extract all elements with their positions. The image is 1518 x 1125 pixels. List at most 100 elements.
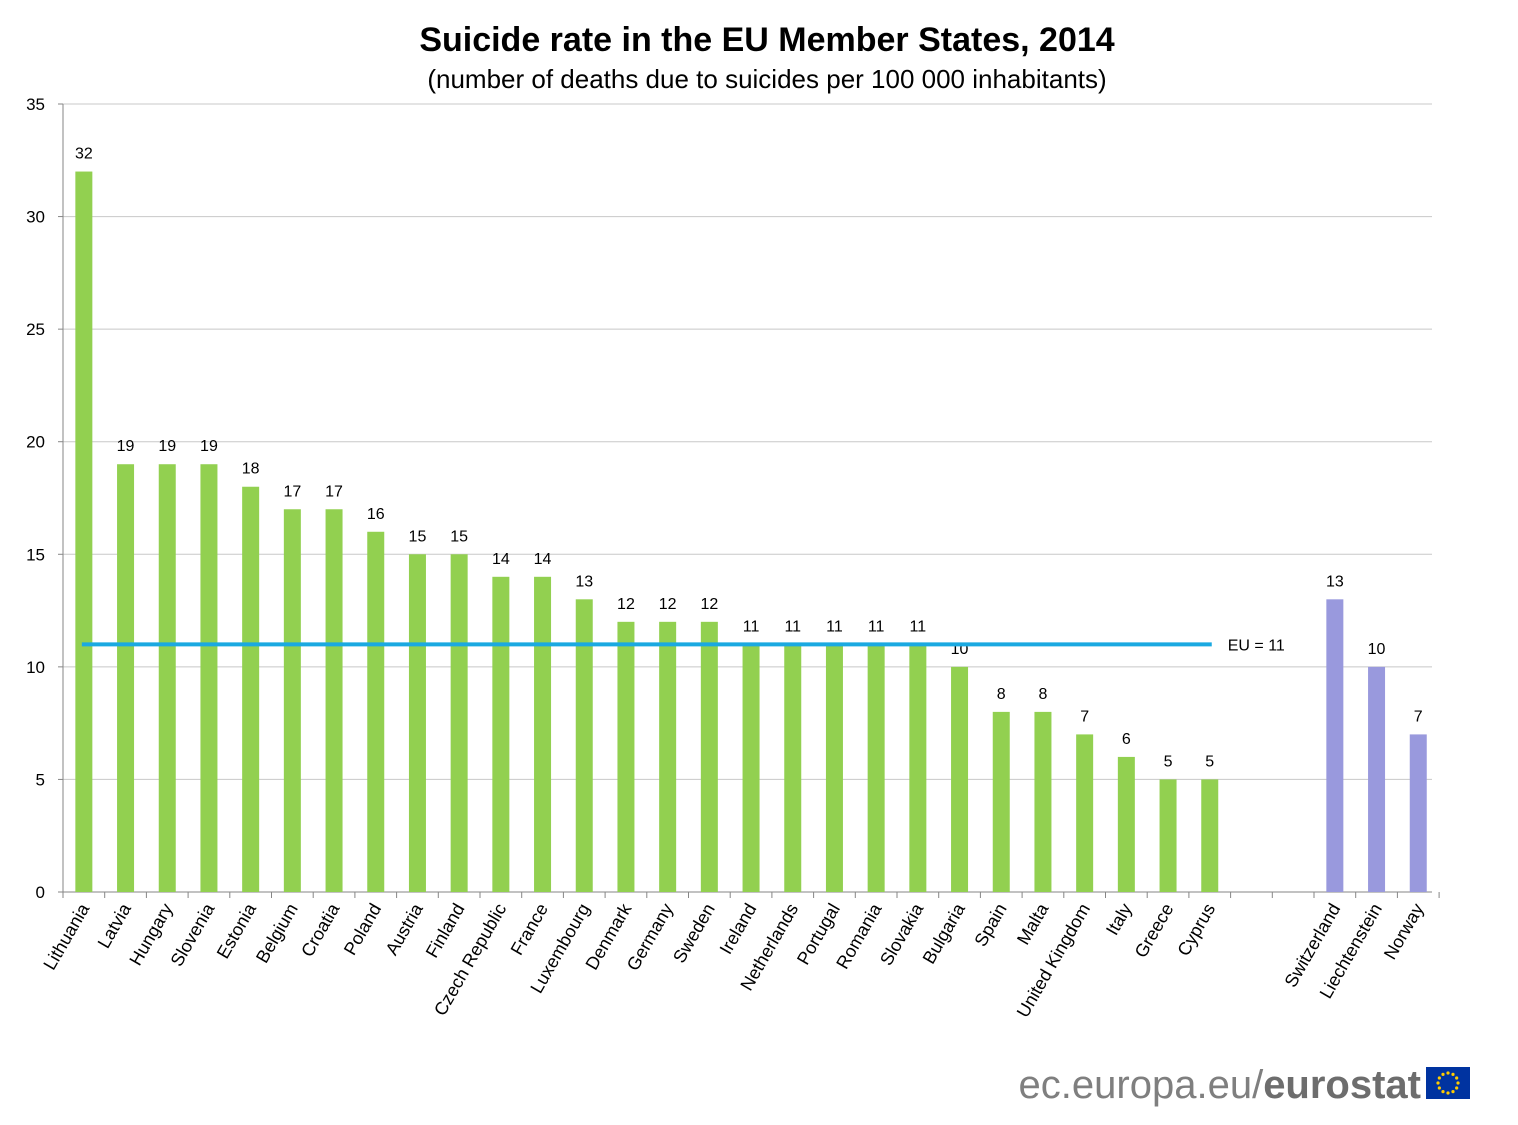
y-tick-label: 5 — [36, 770, 45, 789]
data-label: 8 — [997, 686, 1006, 703]
y-tick-label: 20 — [26, 433, 45, 452]
flag-star — [1455, 1076, 1459, 1080]
flag-star — [1446, 1071, 1450, 1075]
bar — [367, 531, 385, 892]
bar — [700, 621, 718, 892]
data-label: 5 — [1205, 753, 1214, 770]
bar — [158, 464, 176, 892]
eu-flag-icon — [1426, 1067, 1470, 1099]
x-tick-label: France — [507, 900, 552, 959]
bar — [617, 621, 635, 892]
data-label: 12 — [700, 596, 718, 613]
flag-star — [1437, 1086, 1441, 1090]
data-label: 7 — [1414, 708, 1423, 725]
flag-star — [1451, 1072, 1455, 1076]
footer-site: ec.europa.eu/ — [1019, 1063, 1265, 1107]
flag-star — [1451, 1090, 1455, 1094]
data-label: 19 — [117, 438, 135, 455]
x-tick-label: Poland — [340, 900, 385, 959]
x-tick-label: Lithuania — [39, 899, 93, 973]
data-label: 11 — [784, 618, 801, 635]
y-tick-label: 30 — [26, 208, 45, 227]
data-label: 18 — [242, 461, 260, 478]
data-label: 5 — [1164, 753, 1173, 770]
bar — [1034, 711, 1052, 892]
x-tick-label: Greece — [1131, 900, 1178, 961]
data-label: 11 — [743, 618, 760, 635]
x-tick-label: Latvia — [94, 899, 136, 951]
flag-star — [1456, 1081, 1460, 1085]
bar — [200, 464, 218, 892]
bar — [1326, 599, 1344, 892]
bar — [408, 554, 426, 892]
x-tick-label: Austria — [382, 899, 428, 958]
bar — [1117, 756, 1135, 892]
svg-text:ec.europa.eu/eurostat: ec.europa.eu/eurostat — [1019, 1063, 1421, 1107]
flag-star — [1437, 1076, 1441, 1080]
data-label: 19 — [200, 438, 218, 455]
flag-star — [1441, 1072, 1445, 1076]
bar — [784, 644, 802, 892]
y-tick-label: 0 — [36, 883, 45, 902]
bars — [75, 171, 1427, 893]
x-tick-label: Bulgaria — [919, 899, 970, 967]
data-label: 7 — [1080, 708, 1089, 725]
data-label: 13 — [1326, 573, 1344, 590]
data-label: 14 — [534, 551, 552, 568]
data-label: 11 — [868, 618, 885, 635]
x-tick-label: Spain — [970, 900, 1010, 950]
data-label: 10 — [1368, 641, 1386, 658]
bar — [867, 644, 885, 892]
bar — [492, 576, 510, 892]
footer-brand: eurostat — [1263, 1063, 1421, 1107]
bar — [1368, 666, 1386, 892]
bar — [534, 576, 552, 892]
x-tick-label: Italy — [1102, 900, 1136, 939]
data-label: 17 — [283, 483, 301, 500]
x-tick-label: Cyprus — [1173, 900, 1219, 959]
y-tick-label: 35 — [26, 95, 45, 114]
bar — [992, 711, 1010, 892]
data-label: 32 — [75, 146, 93, 163]
bar — [283, 509, 301, 892]
bar — [825, 644, 843, 892]
data-label: 11 — [826, 618, 843, 635]
bar — [450, 554, 468, 892]
data-label: 19 — [158, 438, 176, 455]
y-tick-label: 10 — [26, 658, 45, 677]
y-tick-label: 25 — [26, 320, 45, 339]
flag-star — [1436, 1081, 1440, 1085]
data-label: 13 — [575, 573, 593, 590]
data-label: 12 — [617, 596, 635, 613]
bar — [325, 509, 343, 892]
bar — [1076, 734, 1094, 892]
x-axis: Lithuania LatviaHungarySloveniaEstoniaBel… — [39, 892, 1440, 1021]
chart-subtitle: (number of deaths due to suicides per 10… — [427, 64, 1106, 94]
bar — [1409, 734, 1427, 892]
bar — [742, 644, 760, 892]
x-tick-label: Malta — [1013, 899, 1053, 948]
data-label: 8 — [1038, 686, 1047, 703]
data-label: 17 — [325, 483, 343, 500]
chart-title: Suicide rate in the EU Member States, 20… — [419, 21, 1114, 59]
data-label: 15 — [409, 528, 427, 545]
data-label: 15 — [450, 528, 468, 545]
x-tick-label: Ireland — [716, 900, 761, 958]
flag-star — [1446, 1091, 1450, 1095]
eurostat-footer: ec.europa.eu/eurostat — [1019, 1063, 1470, 1107]
data-label: 14 — [492, 551, 510, 568]
x-tick-label: Norway — [1380, 900, 1428, 963]
bar — [1159, 779, 1177, 892]
flag-star — [1455, 1086, 1459, 1090]
y-axis: 0 5 10 15 20 25 30 35 — [26, 95, 1432, 902]
x-tick-label: Finland — [422, 900, 469, 961]
eu-average-line: EU = 11 — [81, 637, 1285, 654]
bar — [951, 666, 969, 892]
bar — [1201, 779, 1219, 892]
data-label: 16 — [367, 506, 385, 523]
reference-line-label: EU = 11 — [1228, 637, 1285, 654]
data-label: 11 — [910, 618, 927, 635]
data-label: 12 — [659, 596, 677, 613]
y-tick-label: 15 — [26, 545, 45, 564]
